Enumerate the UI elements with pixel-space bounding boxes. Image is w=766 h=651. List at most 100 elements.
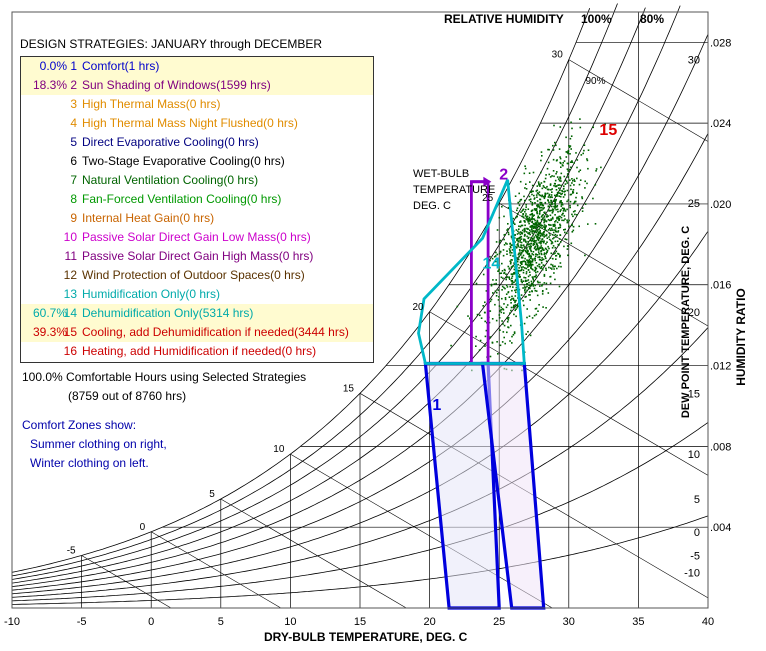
weather-point [523,228,526,230]
weather-point [548,223,550,226]
weather-point [554,183,556,185]
weather-point [545,233,548,236]
weather-point [518,228,520,230]
dew-point-tick-label: 5 [694,494,700,506]
weather-point [555,231,558,233]
weather-point [555,189,558,191]
strategy-row[interactable]: 18.3% 2 Sun Shading of Windows(1599 hrs) [21,76,373,95]
weather-point [515,291,517,294]
strategy-row[interactable]: 7 Natural Ventilation Cooling(0 hrs) [21,171,373,190]
strategy-row[interactable]: 8 Fan-Forced Ventilation Cooling(0 hrs) [21,190,373,209]
weather-point [518,255,520,258]
weather-point [551,209,553,212]
weather-point [529,226,532,228]
weather-point [536,233,539,236]
weather-point [530,257,532,259]
weather-point [538,236,541,239]
weather-point [513,234,516,236]
weather-point [578,225,580,228]
weather-point [547,148,549,151]
weather-point [543,252,546,254]
weather-point [556,191,559,194]
weather-point [552,158,555,161]
weather-point [559,161,561,164]
weather-point [525,272,528,275]
weather-point [543,275,546,277]
weather-point [518,267,520,269]
weather-point [528,243,531,245]
weather-point [500,306,503,309]
weather-point [561,192,563,195]
strategy-number: 4 [70,116,77,130]
strategy-label: Natural Ventilation Cooling(0 hrs) [82,173,259,187]
rh-curve [11,5,681,584]
weather-point [548,173,551,176]
strategy-row[interactable]: 6 Two-Stage Evaporative Cooling(0 hrs) [21,152,373,171]
weather-point [544,211,546,214]
weather-point [475,282,478,285]
weather-point [498,317,501,319]
strategy-row[interactable]: 10 Passive Solar Direct Gain Low Mass(0 h… [21,228,373,247]
weather-point [541,155,543,157]
weather-point [529,248,531,250]
weather-point [542,264,545,266]
weather-point [519,239,521,241]
strategy-row[interactable]: 9 Internal Heat Gain(0 hrs) [21,209,373,228]
weather-point [504,233,506,236]
weather-point [534,268,537,271]
dew-point-tick-label: 25 [688,198,700,210]
strategy-row[interactable]: 39.3% 15 Cooling, add Dehumidification if … [21,323,373,342]
weather-point [507,265,510,268]
weather-point [551,203,554,205]
weather-point [536,294,539,297]
strategy-row[interactable]: 5 Direct Evaporative Cooling(0 hrs) [21,133,373,152]
weather-point [551,205,553,208]
weather-point [520,269,523,272]
strategy-row[interactable]: 3 High Thermal Mass(0 hrs) [21,95,373,114]
strategy-row[interactable]: 16 Heating, add Humidification if needed(… [21,342,373,361]
weather-point [552,245,555,247]
weather-point [529,214,531,216]
weather-point [545,260,548,262]
strategy-row[interactable]: 0.0% 1 Comfort(1 hrs) [21,57,373,76]
strategy-percent: 0.0% [39,59,67,73]
weather-point [541,248,544,251]
weather-point [553,272,555,274]
weather-point [529,191,531,193]
strategy-row[interactable]: 60.7% 14 Dehumidification Only(5314 hrs) [21,304,373,323]
weather-point [584,187,586,189]
weather-point [566,248,569,250]
dew-point-tick-label: -10 [684,567,700,579]
weather-point [507,228,509,230]
weather-point [536,196,538,198]
weather-point [538,213,541,215]
weather-point [533,227,535,230]
weather-point [564,183,567,185]
weather-point [571,161,573,163]
strategy-row[interactable]: 11 Passive Solar Direct Gain High Mass(0 … [21,247,373,266]
weather-point [508,268,511,270]
weather-point [517,244,520,247]
weather-point [525,213,527,215]
weather-point [511,335,513,338]
weather-point [572,202,575,205]
weather-point [530,255,532,258]
weather-point [535,209,538,211]
weather-point [509,312,511,314]
strategy-row[interactable]: 4 High Thermal Mass Night Flushed(0 hrs) [21,114,373,133]
weather-point [525,218,528,221]
weather-point [567,152,569,155]
weather-point [532,277,534,279]
weather-point [572,189,575,191]
weather-point [520,241,523,244]
weather-point [525,271,528,273]
strategy-row[interactable]: 12 Wind Protection of Outdoor Spaces(0 hr… [21,266,373,285]
strategy-row[interactable]: 13 Humidification Only(0 hrs) [21,285,373,304]
weather-point [538,194,541,196]
weather-point [550,224,552,226]
weather-point [519,231,522,233]
weather-point [536,189,539,192]
weather-point [556,218,558,220]
weather-point [547,245,549,248]
weather-point [496,341,498,343]
